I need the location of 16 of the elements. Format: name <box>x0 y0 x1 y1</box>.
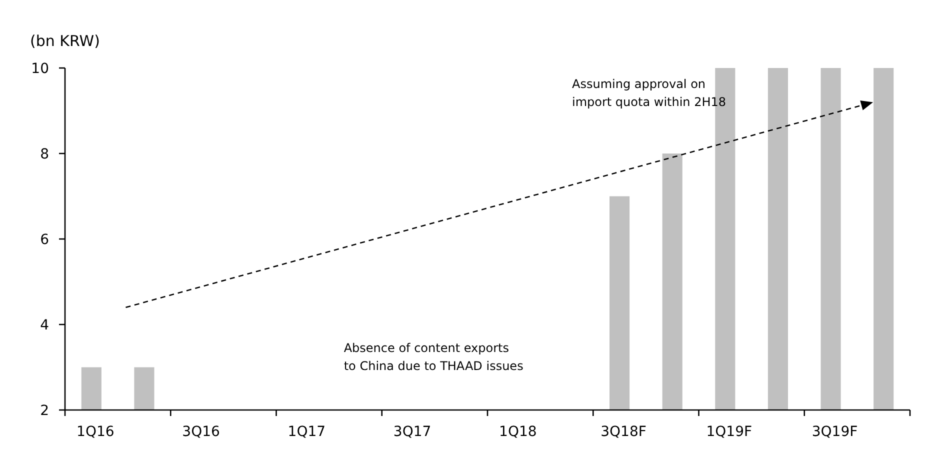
y-tick-label: 4 <box>40 317 50 334</box>
y-axis-title: (bn KRW) <box>30 32 100 50</box>
y-tick-label: 2 <box>40 402 49 419</box>
x-tick-label: 3Q19F <box>812 424 858 440</box>
x-tick-label: 1Q16 <box>76 424 114 440</box>
x-tick-label: 1Q18 <box>499 424 537 440</box>
y-tick-label: 6 <box>40 232 50 248</box>
x-tick-label: 3Q17 <box>393 424 432 440</box>
x-tick-label: 1Q17 <box>288 424 326 440</box>
x-tick-label: 3Q18F <box>600 424 646 440</box>
x-tick-label: 1Q19F <box>706 424 752 440</box>
y-tick-label: 10 <box>31 60 49 77</box>
y-tick-label: 8 <box>40 146 49 162</box>
annotation: Absence of content exports to China due to THAAD issues <box>344 341 524 373</box>
annotation: Assuming approval on import quota within 2H18 <box>572 77 726 109</box>
x-tick-label: 3Q16 <box>182 424 220 440</box>
